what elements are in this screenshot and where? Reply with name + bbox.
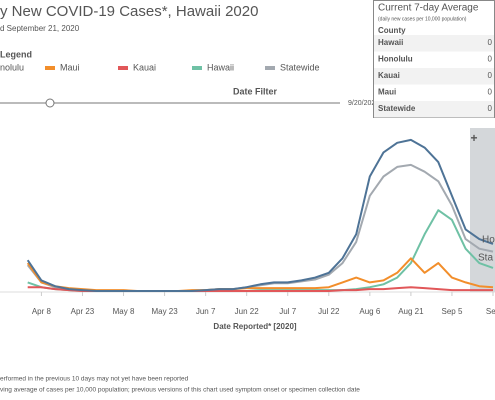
table-county: Maui — [378, 88, 396, 97]
series-line — [27, 209, 494, 292]
table-row-bg — [374, 101, 494, 118]
subtitle: d September 21, 2020 — [0, 24, 80, 33]
expand-icon[interactable]: + — [470, 131, 477, 145]
legend-label: Kauai — [133, 62, 156, 72]
slider-knob[interactable] — [45, 98, 55, 108]
table-subtitle: (daily new cases per 10,000 population) — [378, 16, 467, 22]
annotation: Sta — [478, 253, 493, 264]
table-county: Honolulu — [378, 55, 413, 64]
legend-title: Legend — [0, 49, 32, 59]
table-county: Kauai — [378, 71, 400, 80]
table-value: 0 — [488, 88, 493, 97]
table-row-bg — [374, 68, 494, 85]
table-value: 0 — [488, 71, 493, 80]
table-header: County — [378, 26, 406, 35]
x-tick-label: Aug 6 — [359, 307, 380, 316]
table-value: 0 — [488, 55, 493, 64]
x-tick-label: Jul 7 — [279, 307, 296, 316]
table-row-bg — [374, 35, 494, 52]
x-tick-label: Apr 23 — [71, 307, 95, 316]
x-tick-label: Jun 7 — [196, 307, 216, 316]
annotation: Ho — [482, 235, 495, 246]
legend-label: Maui — [60, 62, 80, 72]
x-tick-label: Apr 8 — [32, 307, 52, 316]
filter-label: Date Filter — [233, 86, 278, 96]
series-line — [26, 138, 494, 292]
table-county: Hawaii — [378, 38, 403, 47]
table-value: 0 — [488, 38, 493, 47]
x-tick-label: Jul 22 — [318, 307, 340, 316]
x-tick-label: Aug 21 — [398, 307, 424, 316]
legend-label: nolulu — [0, 62, 24, 72]
filter-end: 9/20/2020 — [348, 100, 379, 107]
x-tick-label: Sep 5 — [441, 307, 462, 316]
table-value: 0 — [488, 104, 493, 113]
legend-label: Hawaii — [207, 62, 234, 72]
title: y New COVID-19 Cases*, Hawaii 2020 — [0, 3, 258, 20]
footnote: ving average of cases per 10,000 populat… — [0, 387, 360, 394]
x-tick-label: May 23 — [151, 307, 178, 316]
footnote: erformed in the previous 10 days may not… — [0, 376, 189, 383]
x-axis-label: Date Reported* [2020] — [213, 322, 296, 331]
table-title: Current 7-day Average — [378, 3, 479, 14]
x-tick-label: Jun 22 — [235, 307, 260, 316]
x-tick-label: Sep — [486, 307, 495, 316]
legend-label: Statewide — [280, 62, 320, 72]
table-county: Statewide — [378, 104, 416, 113]
x-tick-label: May 8 — [113, 307, 135, 316]
table-box — [373, 0, 495, 118]
